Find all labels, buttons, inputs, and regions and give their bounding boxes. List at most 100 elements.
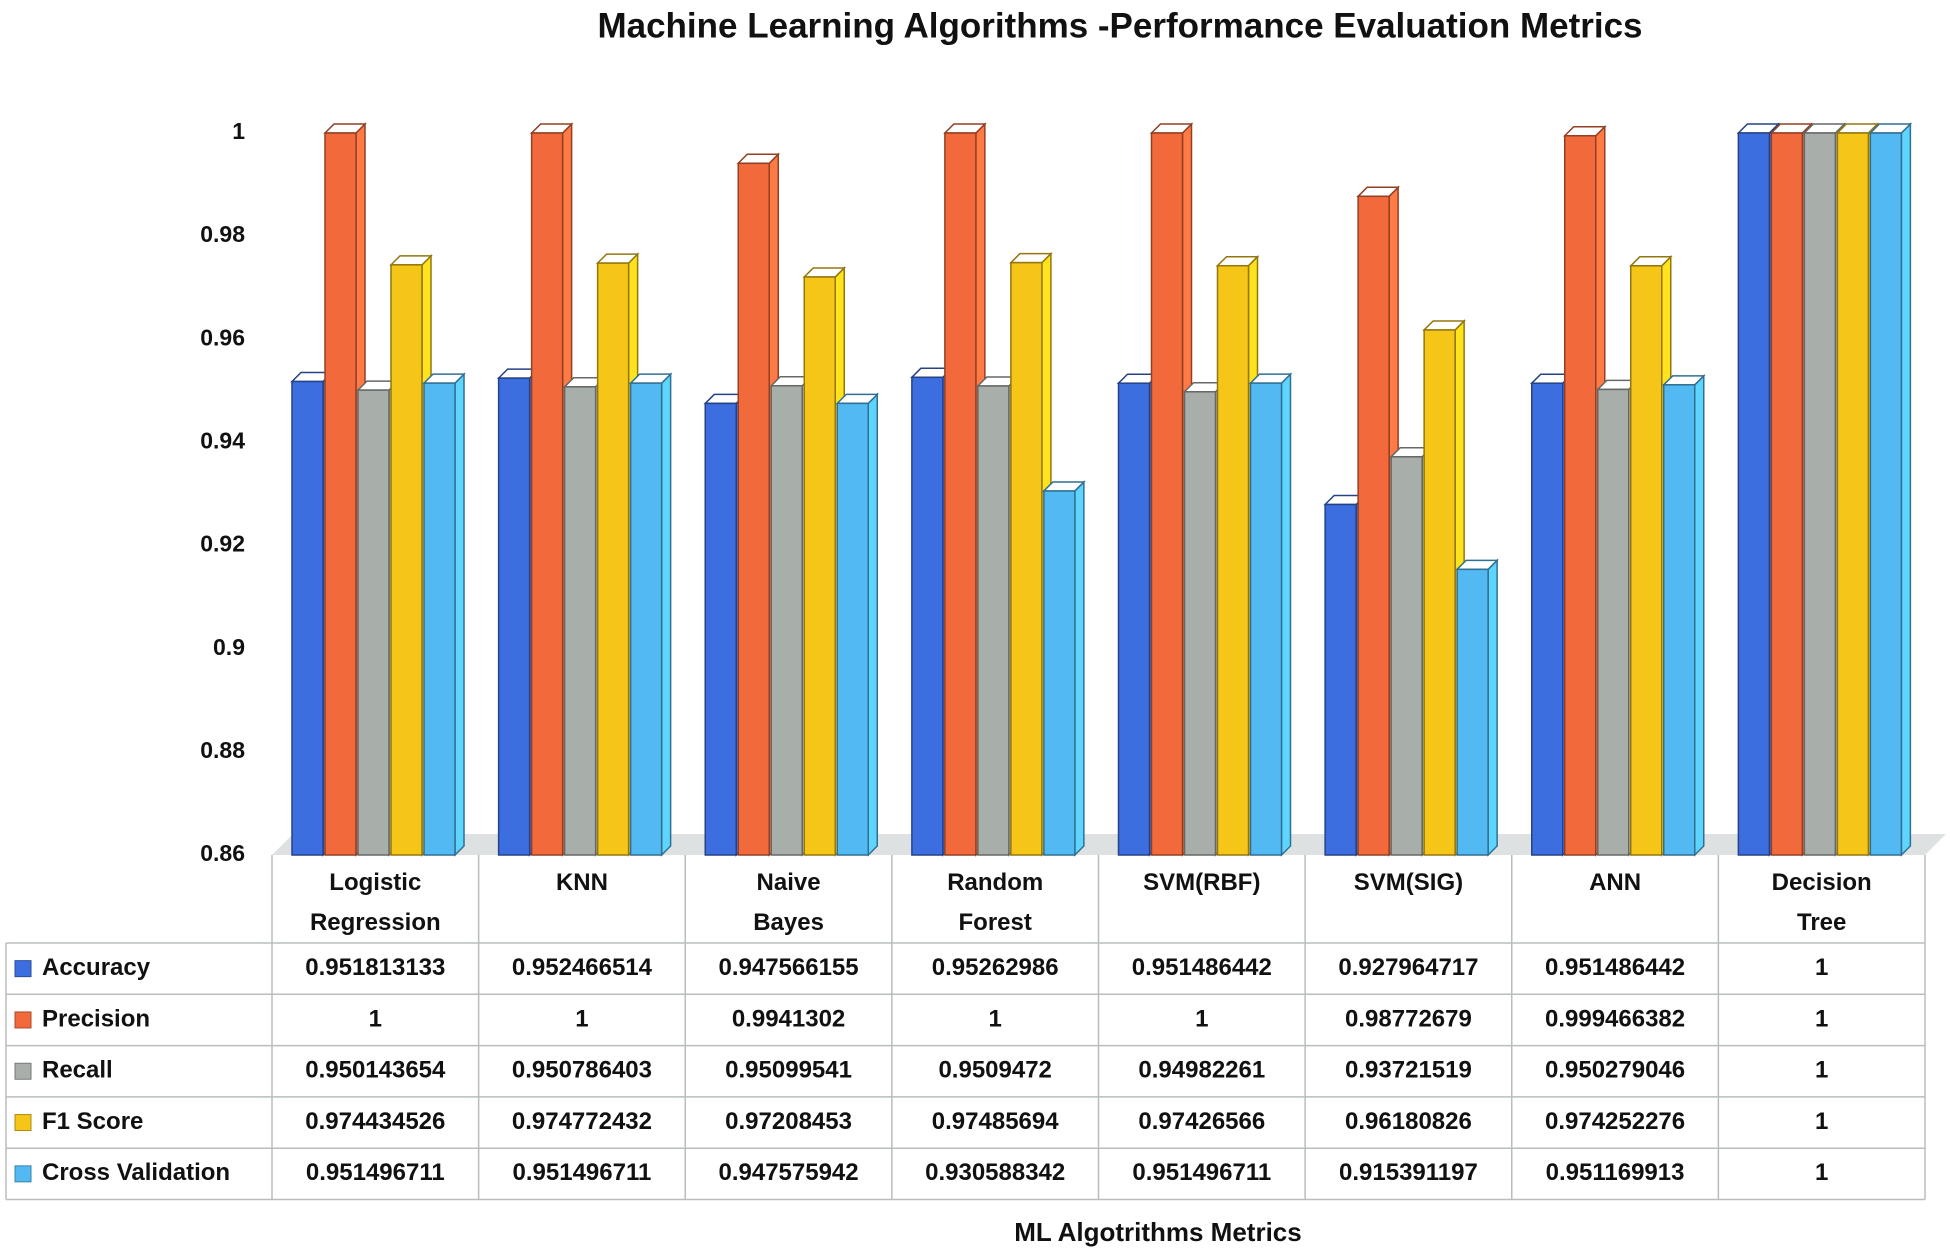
bar-front xyxy=(596,262,630,856)
chart-title: Machine Learning Algorithms -Performance… xyxy=(597,6,1642,45)
bar-front xyxy=(1390,456,1423,856)
legend-label: Cross Validation xyxy=(42,1159,230,1186)
bar xyxy=(1661,374,1706,857)
bar-front xyxy=(497,377,531,856)
bar-side xyxy=(1487,558,1498,857)
legend-swatch xyxy=(14,1062,32,1080)
table-value: 0.974772432 xyxy=(512,1108,652,1135)
bar-front xyxy=(1630,265,1663,856)
table-value: 1 xyxy=(1815,954,1828,981)
bar-front xyxy=(1117,382,1151,856)
bar xyxy=(1248,372,1293,857)
bar-front xyxy=(1324,503,1357,856)
bar-front xyxy=(1803,132,1837,856)
bar-front xyxy=(1010,261,1043,856)
table-value: 0.951496711 xyxy=(1132,1159,1271,1186)
table-value: 0.97426566 xyxy=(1138,1108,1265,1135)
bar-side xyxy=(1280,372,1292,857)
table-value: 0.951486442 xyxy=(1545,954,1685,981)
x-tick-label: Naive Bayes xyxy=(753,869,824,936)
bar-side xyxy=(454,372,465,857)
bar-front xyxy=(770,384,803,856)
bar-side xyxy=(1074,480,1085,857)
table-value: 1 xyxy=(989,1005,1002,1032)
legend-label: Accuracy xyxy=(42,954,151,981)
bar-front xyxy=(1150,132,1184,856)
table-value: 1 xyxy=(1195,1005,1208,1032)
table-value: 0.951486442 xyxy=(1132,954,1272,981)
bar-front xyxy=(324,132,357,856)
y-tick-label: 0.88 xyxy=(200,737,245,763)
x-axis-title: ML Algotrithms Metrics xyxy=(1014,1217,1301,1247)
bar-front xyxy=(1597,388,1630,856)
bar xyxy=(1868,122,1913,857)
bar-front xyxy=(390,264,423,856)
bar-front xyxy=(563,386,597,856)
legend-swatch xyxy=(14,960,32,978)
table-value: 0.950143654 xyxy=(305,1057,446,1084)
bar-side xyxy=(660,372,672,857)
bar-front xyxy=(1531,382,1564,856)
bar-front xyxy=(629,382,663,856)
bar xyxy=(1422,319,1466,857)
x-tick-label: ANN xyxy=(1589,869,1642,896)
table-value: 0.951496711 xyxy=(306,1159,445,1186)
table-value: 0.97208453 xyxy=(725,1108,852,1135)
y-tick-label: 0.9 xyxy=(213,634,245,660)
y-tick-label: 0.96 xyxy=(200,324,245,350)
bar xyxy=(1042,480,1086,857)
y-tick-label: 0.98 xyxy=(200,221,245,247)
table-value: 1 xyxy=(1815,1057,1828,1084)
legend-label: Recall xyxy=(42,1057,113,1084)
table-value: 0.947566155 xyxy=(718,954,858,981)
bar-front xyxy=(1737,132,1771,856)
table-value: 1 xyxy=(369,1005,382,1032)
bar-front xyxy=(291,380,324,856)
bar-front xyxy=(1564,135,1597,856)
bar-front xyxy=(911,376,944,856)
legend-label: Precision xyxy=(42,1005,150,1032)
table-value: 0.951169913 xyxy=(1546,1159,1685,1186)
table-value: 0.93721519 xyxy=(1345,1057,1472,1084)
x-tick-label: SVM(RBF) xyxy=(1143,869,1261,896)
bar-front xyxy=(1216,264,1250,856)
x-tick-label: SVM(SIG) xyxy=(1353,869,1464,896)
table-value: 0.950279046 xyxy=(1545,1057,1685,1084)
x-tick-label: KNN xyxy=(555,869,608,896)
y-tick-label: 0.92 xyxy=(200,531,245,557)
table-value: 0.999466382 xyxy=(1545,1005,1685,1032)
x-tick-label: Decision Tree xyxy=(1771,869,1872,936)
bar-front xyxy=(423,382,456,856)
table-value: 0.9509472 xyxy=(938,1057,1051,1084)
table-value: 0.950786403 xyxy=(512,1057,652,1084)
table-value: 0.947575942 xyxy=(718,1159,858,1186)
table-value: 0.915391197 xyxy=(1339,1159,1478,1186)
x-tick-label: Logistic Regression xyxy=(309,869,441,936)
bar xyxy=(835,392,880,857)
table-value: 0.94982261 xyxy=(1138,1057,1265,1084)
bar xyxy=(422,372,466,857)
table-value: 1 xyxy=(1815,1108,1828,1135)
bar-front xyxy=(1869,132,1903,856)
bar-front xyxy=(1183,391,1217,856)
bar-front xyxy=(803,276,836,856)
table-value: 1 xyxy=(575,1005,588,1032)
bar-front xyxy=(977,385,1010,856)
table-value: 0.927964717 xyxy=(1338,954,1478,981)
table-value: 1 xyxy=(1815,1005,1828,1032)
legend-swatch xyxy=(14,1114,32,1132)
bar-front xyxy=(1043,490,1076,856)
y-tick-label: 0.86 xyxy=(200,840,245,866)
table-value: 0.974252276 xyxy=(1545,1108,1685,1135)
table-value: 0.95262986 xyxy=(932,954,1059,981)
floor xyxy=(272,834,1946,855)
bar-front xyxy=(1357,195,1390,856)
bar-front xyxy=(530,132,564,856)
table-value: 0.98772679 xyxy=(1345,1005,1472,1032)
table-value: 0.97485694 xyxy=(932,1108,1059,1135)
table-value: 0.951496711 xyxy=(513,1159,652,1186)
table-value: 0.95099541 xyxy=(725,1057,852,1084)
bar-front xyxy=(357,389,390,856)
